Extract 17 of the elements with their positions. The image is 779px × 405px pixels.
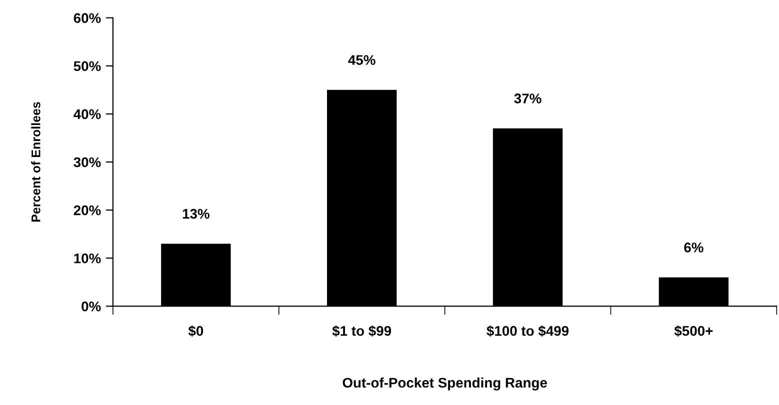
data-label: 13% bbox=[182, 208, 210, 219]
x-tick-label: $100 to $499 bbox=[486, 325, 569, 337]
data-label: 6% bbox=[684, 242, 704, 252]
y-axis-title: Percent of Enrollees bbox=[31, 102, 40, 222]
y-tick-label: 0% bbox=[82, 302, 101, 312]
data-label: 37% bbox=[514, 94, 542, 104]
y-tick-label: 60% bbox=[74, 13, 101, 23]
y-tick-label: 10% bbox=[74, 253, 101, 264]
data-label: 45% bbox=[348, 55, 376, 65]
x-tick-label: $0 bbox=[188, 325, 204, 337]
x-tick-label: $1 to $99 bbox=[332, 325, 392, 337]
y-tick-label: 40% bbox=[74, 109, 101, 120]
y-tick-label: 20% bbox=[74, 205, 101, 216]
y-tick-label: 50% bbox=[74, 61, 101, 72]
x-tick-label: $500+ bbox=[674, 325, 713, 337]
x-axis-title: Out-of-Pocket Spending Range bbox=[342, 377, 547, 390]
y-tick-label: 30% bbox=[74, 157, 101, 168]
